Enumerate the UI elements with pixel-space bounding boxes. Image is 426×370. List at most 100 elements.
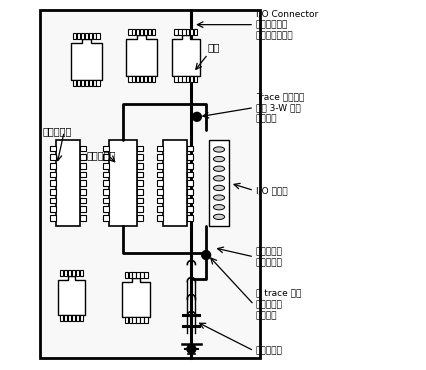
Ellipse shape — [213, 195, 224, 200]
Bar — [80, 180, 86, 186]
Bar — [72, 315, 75, 321]
Bar — [162, 140, 186, 226]
Bar — [128, 76, 131, 82]
Bar — [103, 154, 109, 160]
Bar — [186, 198, 192, 204]
Bar — [56, 140, 80, 226]
Bar — [137, 163, 143, 169]
Bar — [50, 215, 56, 221]
Bar — [50, 180, 56, 186]
Bar — [156, 145, 162, 151]
Bar — [140, 272, 143, 278]
Bar — [77, 33, 80, 38]
Bar — [132, 76, 135, 82]
Bar — [144, 272, 147, 278]
Bar — [156, 154, 162, 160]
Bar — [137, 180, 143, 186]
Bar — [84, 33, 88, 38]
Bar — [80, 215, 86, 221]
Bar — [186, 215, 192, 221]
Bar — [68, 315, 71, 321]
Bar — [147, 76, 151, 82]
Bar — [132, 272, 135, 278]
Bar — [64, 315, 67, 321]
Bar — [156, 172, 162, 178]
Bar — [151, 76, 155, 82]
Bar — [50, 206, 56, 212]
Bar — [88, 80, 92, 86]
Bar — [193, 76, 197, 82]
Bar — [76, 315, 79, 321]
Bar — [132, 317, 135, 323]
Bar — [137, 215, 143, 221]
Bar — [144, 29, 147, 35]
Bar — [80, 270, 83, 276]
Text: 壕沟: 壕沟 — [207, 42, 220, 52]
Bar — [124, 272, 127, 278]
Bar — [92, 33, 95, 38]
Bar — [156, 206, 162, 212]
Bar — [77, 80, 80, 86]
Bar — [136, 76, 139, 82]
Bar — [156, 198, 162, 204]
Bar — [156, 189, 162, 195]
Text: I/O Connector
之固定孔（外
壳接至地平面）: I/O Connector 之固定孔（外 壳接至地平面） — [255, 9, 317, 40]
Bar — [103, 163, 109, 169]
Circle shape — [201, 250, 210, 259]
Bar — [136, 29, 139, 35]
Bar — [124, 317, 127, 323]
Bar — [80, 163, 86, 169]
Bar — [137, 206, 143, 212]
Bar — [147, 29, 151, 35]
Bar — [136, 272, 139, 278]
Bar — [92, 80, 95, 86]
Bar — [151, 29, 155, 35]
Bar — [182, 76, 185, 82]
Bar — [190, 29, 193, 35]
Bar — [128, 317, 132, 323]
Bar — [136, 317, 139, 323]
Bar — [186, 180, 192, 186]
Ellipse shape — [213, 147, 224, 152]
Bar — [103, 145, 109, 151]
Bar — [81, 33, 84, 38]
Bar — [68, 270, 71, 276]
Bar — [156, 180, 162, 186]
Bar — [178, 76, 181, 82]
Bar — [50, 189, 56, 195]
Bar — [50, 172, 56, 178]
Bar — [88, 33, 92, 38]
Bar — [186, 29, 189, 35]
Bar — [208, 140, 229, 226]
Bar — [80, 189, 86, 195]
Bar — [174, 29, 177, 35]
Bar — [103, 180, 109, 186]
Circle shape — [192, 112, 201, 121]
Bar — [80, 145, 86, 151]
Bar — [137, 189, 143, 195]
Bar — [137, 198, 143, 204]
Polygon shape — [126, 35, 157, 76]
Polygon shape — [172, 35, 199, 76]
Ellipse shape — [213, 157, 224, 162]
Text: 此 trace 将机
壳的地接至
逻辑的地: 此 trace 将机 壳的地接至 逻辑的地 — [255, 289, 301, 320]
Text: 不要有电源
及接地平面: 不要有电源 及接地平面 — [255, 247, 282, 267]
Bar — [109, 140, 137, 226]
Bar — [80, 154, 86, 160]
Bar — [186, 206, 192, 212]
Bar — [103, 215, 109, 221]
Bar — [80, 206, 86, 212]
Bar — [50, 163, 56, 169]
Bar — [80, 172, 86, 178]
Bar — [64, 270, 67, 276]
Bar — [140, 76, 143, 82]
Bar — [174, 76, 177, 82]
Text: 网路控制器: 网路控制器 — [42, 127, 71, 137]
Bar — [50, 145, 56, 151]
Bar — [144, 76, 147, 82]
Bar — [60, 315, 63, 321]
Bar — [186, 76, 189, 82]
Bar — [80, 315, 83, 321]
Circle shape — [187, 344, 196, 353]
Polygon shape — [122, 278, 150, 317]
